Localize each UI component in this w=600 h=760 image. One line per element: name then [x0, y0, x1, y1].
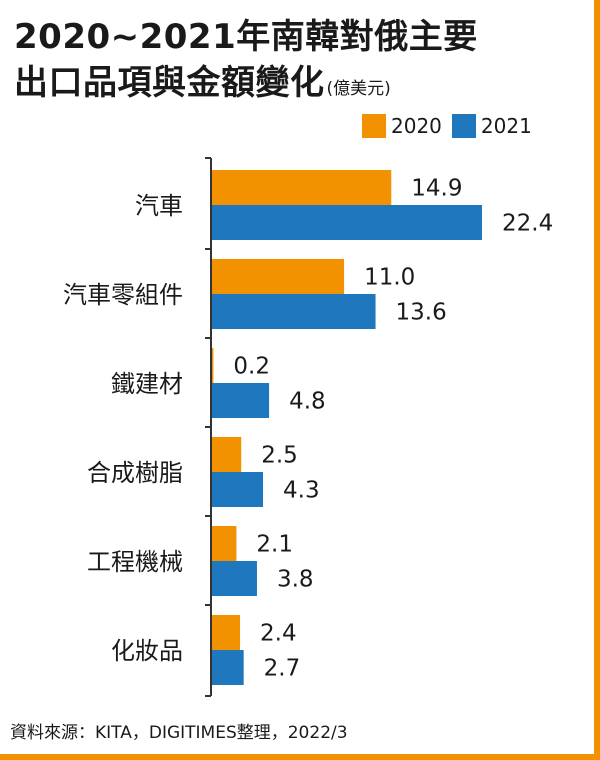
legend: 2020 2021 [362, 114, 542, 138]
title-line-2-text: 出口品項與金額變化 [14, 63, 325, 103]
value-label-2020: 14.9 [411, 176, 462, 202]
value-label-2020: 2.4 [260, 621, 297, 647]
bar-2020 [211, 170, 392, 205]
bar-2021 [211, 383, 270, 418]
title-line-1: 2020~2021年南韓對俄主要 [14, 17, 478, 57]
category-label: 合成樹脂 [87, 459, 183, 487]
bar-2020 [211, 615, 241, 650]
chart-title: 2020~2021年南韓對俄主要 出口品項與金額變化 (億美元) [14, 14, 478, 112]
category-label: 汽車 [135, 192, 183, 220]
value-label-2021: 22.4 [502, 211, 553, 237]
legend-swatch-2020 [362, 114, 386, 138]
legend-swatch-2021 [451, 114, 476, 138]
category-label: 鐵建材 [111, 370, 183, 398]
bar-2020 [211, 437, 242, 472]
value-label-2021: 4.8 [289, 389, 326, 415]
title-line-2: 出口品項與金額變化 (億美元) [14, 60, 478, 112]
category-label: 化妝品 [111, 637, 183, 665]
value-label-2021: 2.7 [264, 656, 301, 682]
value-label-2020: 2.5 [261, 443, 298, 469]
value-label-2021: 3.8 [277, 567, 314, 593]
category-label: 汽車零組件 [63, 281, 183, 309]
value-label-2021: 4.3 [283, 478, 320, 504]
category-label: 工程機械 [87, 548, 183, 576]
legend-item-2021: 2021 [451, 114, 532, 138]
value-label-2020: 2.1 [256, 532, 293, 558]
source-note: 資料來源：KITA，DIGITIMES整理，2022/3 [10, 723, 348, 743]
bar-2020 [211, 348, 214, 383]
bar-2021 [211, 561, 257, 596]
legend-label-2021: 2021 [480, 114, 532, 138]
unit-label: (億美元) [326, 79, 391, 99]
bar-2021 [211, 472, 264, 507]
bar-2020 [211, 259, 345, 294]
value-label-2020: 0.2 [233, 354, 270, 380]
value-label-2020: 11.0 [364, 265, 415, 291]
value-label-2021: 13.6 [396, 300, 447, 326]
legend-item-2020: 2020 [362, 114, 442, 138]
legend-label-2020: 2020 [391, 114, 442, 138]
bar-2020 [211, 526, 237, 561]
bar-2021 [211, 294, 376, 329]
bar-2021 [211, 650, 244, 685]
bar-2021 [211, 205, 482, 240]
